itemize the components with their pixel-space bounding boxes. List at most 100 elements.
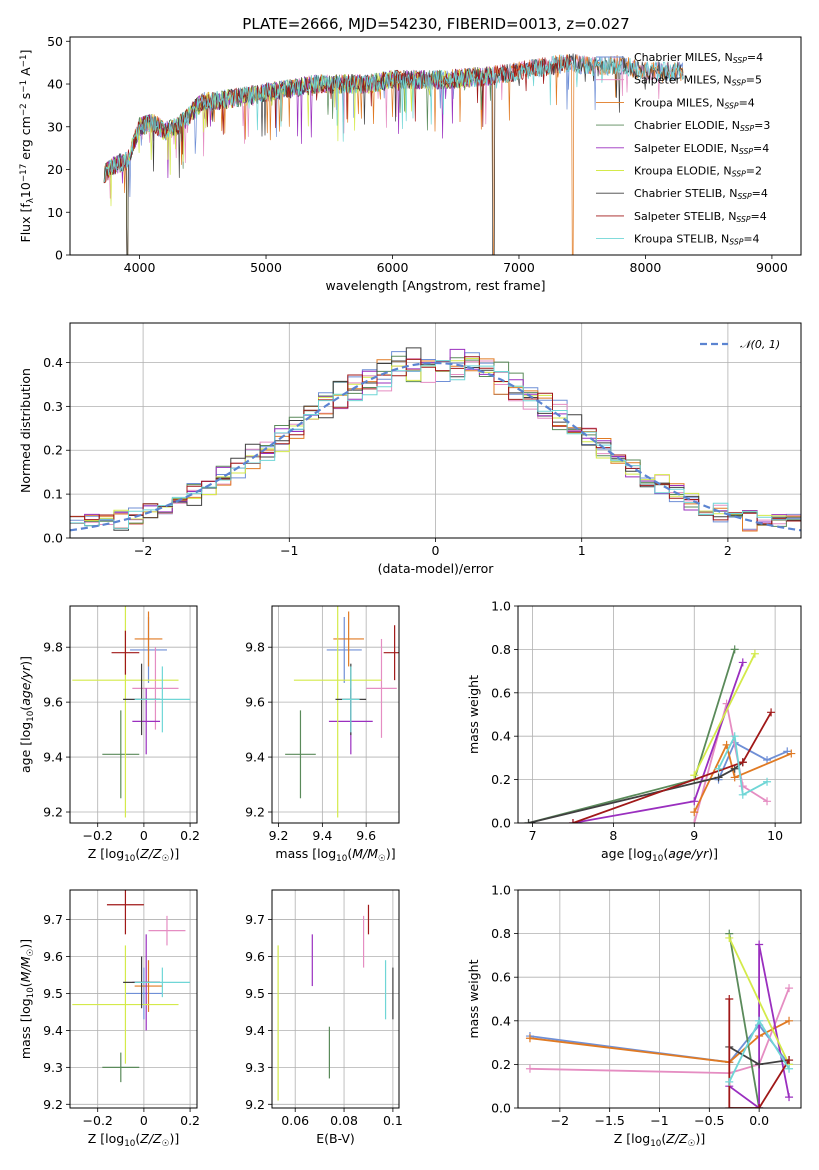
y-axis-label: Normed distribution [18, 368, 33, 493]
mass-weight-marker [755, 1016, 764, 1025]
mass-weight-line [728, 999, 790, 1108]
y-tick-label: 9.3 [43, 1060, 63, 1075]
y-tick-label: 9.2 [43, 1097, 63, 1112]
legend-entry: Kroupa ELODIE, NSSP=2 [634, 165, 762, 179]
panel-residuals: −2 −1 0 1 2 0.0 0.1 0.2 0.3 0.4 (data-model)/error… [18, 322, 802, 576]
mass-weight-marker [750, 649, 759, 658]
mass-weight-line [529, 1019, 790, 1064]
y-tick-label: 9.4 [43, 1023, 63, 1038]
plot-area-age_vs_Z [72, 606, 191, 818]
x-tick-label: 0.2 [180, 828, 200, 843]
x-tick-label: 8 [609, 828, 617, 843]
y-axis-label: mass weight [466, 959, 481, 1038]
y-tick-label: 0.2 [43, 443, 63, 458]
x-tick-label: 4000 [124, 260, 156, 275]
y-tick-label: 0.4 [43, 355, 63, 370]
y-tick-label: 9.5 [245, 986, 265, 1001]
figure-title: PLATE=2666, MJD=54230, FIBERID=0013, z=0… [242, 15, 629, 33]
axes-frame [517, 605, 802, 824]
normal-legend-label: 𝒩(0, 1) [740, 338, 780, 351]
legend-entry: Chabrier ELODIE, NSSP=3 [634, 119, 770, 133]
residual-histogram [70, 351, 801, 530]
y-tick-label: 9.6 [43, 695, 63, 710]
mass-weight-marker [787, 749, 796, 758]
y-tick-label: 9.7 [43, 912, 63, 927]
legend-entry: Chabrier MILES, NSSP=4 [634, 51, 763, 65]
y-tick-label: 10 [47, 205, 63, 220]
mass-weight-line [693, 653, 756, 776]
x-tick-label: 9000 [756, 260, 788, 275]
mass-weight-marker [714, 764, 723, 773]
x-tick-label: −1 [280, 543, 298, 558]
x-tick-label: −0.2 [83, 828, 113, 843]
mass-weight-marker [730, 645, 739, 654]
x-axis-label: mass [log10(M/M☉)] [275, 846, 395, 864]
x-axis-label: age [log10(age/yr)] [601, 846, 718, 864]
y-tick-label: 9.7 [245, 912, 265, 927]
y-tick-label: 9.6 [245, 695, 265, 710]
y-tick-label: 0.1 [43, 487, 63, 502]
x-tick-label: 0 [140, 828, 148, 843]
y-tick-label: 0.0 [491, 1101, 511, 1116]
legend-entry: Chabrier STELIB, NSSP=4 [634, 187, 768, 201]
panel-mass_vs_ebv: 0.06 0.08 0.1 9.2 9.3 9.4 9.5 9.6 9.7 E(B-V) [245, 889, 403, 1146]
axes-frame [271, 605, 400, 824]
mass-weight-marker [763, 756, 772, 765]
y-tick-label: 1.0 [491, 599, 511, 614]
mass-weight-marker [524, 819, 533, 823]
mass-weight-marker [525, 1064, 534, 1073]
x-axis-label: wavelength [Angstrom, rest frame] [325, 278, 545, 293]
x-tick-label: 1 [578, 543, 586, 558]
y-tick-label: 9.4 [245, 1023, 265, 1038]
plot-area-weight_vs_Z [525, 929, 794, 1108]
mass-weight-marker [730, 773, 739, 782]
panels: 4000 5000 6000 7000 8000 900001020304050wavel… [18, 34, 802, 1149]
mass-weight-marker [730, 732, 739, 741]
y-axis-label: mass weight [466, 675, 481, 754]
y-tick-label: 0.4 [491, 1013, 511, 1028]
x-tick-label: 2 [724, 543, 732, 558]
mass-weight-line [728, 933, 760, 1108]
mass-weight-marker [690, 819, 699, 823]
mass-weight-marker [738, 790, 747, 799]
y-axis-label: mass [log10(M/M☉)] [18, 939, 36, 1059]
mass-weight-marker [785, 1016, 794, 1025]
plot-area-mass_vs_ebv [277, 904, 394, 1101]
x-tick-label: −1 [650, 1113, 668, 1128]
mass-weight-marker [725, 995, 734, 1003]
y-tick-label: 0.2 [491, 1057, 511, 1072]
x-tick-label: 6000 [377, 260, 409, 275]
mass-weight-marker [755, 1060, 764, 1069]
y-tick-label: 9.8 [43, 640, 63, 655]
mass-weight-marker [690, 808, 699, 817]
mass-weight-marker [755, 1104, 764, 1108]
x-tick-label: 7 [529, 828, 537, 843]
y-tick-label: 9.4 [43, 750, 63, 765]
mass-weight-marker [725, 1104, 734, 1108]
x-tick-label: 0.06 [281, 1113, 309, 1128]
x-tick-label: −2 [134, 543, 152, 558]
y-tick-label: 0 [55, 248, 63, 263]
mass-weight-marker [785, 1064, 794, 1073]
x-tick-label: 9 [690, 828, 698, 843]
panel-weight_vs_Z: −2 −1.5 −1 −0.5 0.0 0.0 0.2 0.4 0.6 0.8 1.0 Z [log1… [466, 883, 802, 1149]
y-tick-label: 9.6 [245, 949, 265, 964]
x-tick-label: 10 [767, 828, 783, 843]
mass-weight-marker [568, 819, 577, 823]
mass-weight-marker [738, 658, 747, 667]
y-tick-label: 0.6 [491, 970, 511, 985]
axes-frame [69, 605, 198, 824]
y-tick-label: 9.8 [245, 640, 265, 655]
mass-weight-line [728, 943, 790, 1108]
plot-area-residuals [70, 347, 801, 532]
mass-weight-line [693, 702, 768, 823]
y-tick-label: 1.0 [491, 883, 511, 898]
legend-entry: Salpeter ELODIE, NSSP=4 [634, 142, 769, 156]
mass-weight-marker [783, 747, 792, 756]
plot-area-age_vs_mass [285, 606, 399, 818]
mass-weight-marker [690, 771, 699, 780]
panel-age_vs_mass: 9.2 9.4 9.6 9.2 9.4 9.6 9.8 mass [log10(M/M☉)] [245, 605, 400, 864]
y-tick-label: 9.2 [43, 805, 63, 820]
y-tick-label: 20 [47, 162, 63, 177]
